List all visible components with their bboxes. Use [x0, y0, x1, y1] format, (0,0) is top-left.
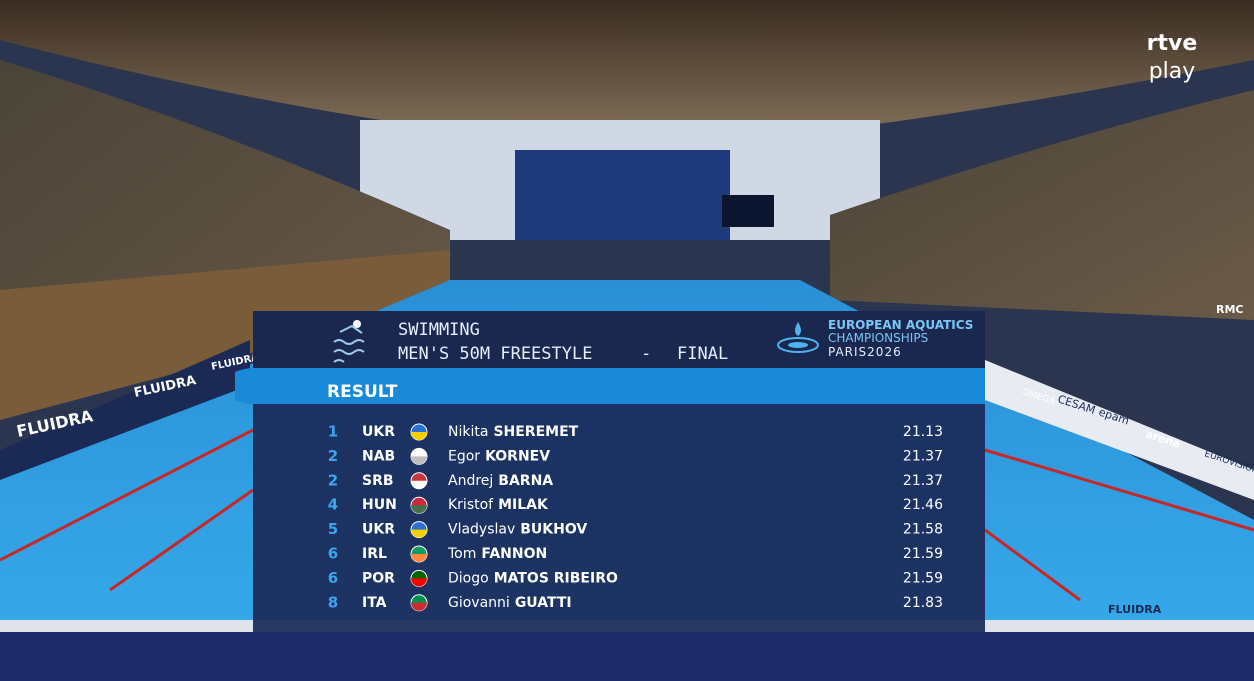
time: 21.46	[903, 497, 943, 513]
event: MEN'S 50M FREESTYLE	[398, 344, 592, 364]
rank: 5	[328, 520, 338, 538]
country-code: HUN	[362, 497, 397, 513]
flag-half	[411, 602, 427, 611]
country-code: POR	[362, 570, 395, 586]
sign: RMC	[1216, 303, 1244, 316]
last-name: GUATTI	[515, 595, 572, 611]
country-code: ITA	[362, 595, 387, 611]
rank: 8	[328, 593, 338, 611]
rank: 4	[328, 496, 338, 514]
result-row: 2 NAB Egor KORNEV 21.37	[328, 447, 943, 465]
sport: SWIMMING	[398, 320, 480, 340]
time: 21.37	[903, 473, 943, 489]
athlete-name: Diogo MATOS RIBEIRO	[448, 570, 618, 586]
time: 21.37	[903, 448, 943, 464]
last-name: BARNA	[498, 473, 553, 489]
athlete-name: Vladyslav BUKHOV	[448, 522, 587, 538]
flag-half	[411, 554, 427, 562]
last-name: MATOS RIBEIRO	[494, 570, 618, 586]
athlete-name: Kristof MILAK	[448, 497, 549, 513]
championship-logo-mark	[777, 322, 819, 353]
crowd-right	[830, 90, 1254, 320]
result-bar	[235, 368, 985, 404]
rank: 1	[328, 423, 338, 441]
result-row: 6 POR Diogo MATOS RIBEIRO 21.59	[328, 569, 943, 587]
logo-line: PARIS2026	[828, 345, 902, 359]
rank: 6	[328, 545, 338, 563]
section-title: RESULT	[327, 382, 398, 402]
athlete-name: Andrej BARNA	[448, 473, 553, 489]
athlete-name: Nikita SHEREMET	[448, 424, 579, 440]
first-name: Nikita	[448, 424, 488, 440]
flag-half	[411, 505, 427, 514]
result-row: 8 ITA Giovanni GUATTI 21.83	[328, 593, 943, 612]
time: 21.59	[903, 546, 943, 562]
stage: FINAL	[677, 344, 728, 364]
country-code: UKR	[362, 522, 395, 538]
result-row: 5 UKR Vladyslav BUKHOV 21.58	[328, 520, 943, 539]
first-name: Tom	[447, 546, 476, 562]
logo-line: CHAMPIONSHIPS	[828, 331, 928, 345]
time: 21.58	[903, 522, 943, 538]
time: 21.13	[903, 424, 943, 440]
country-code: SRB	[362, 473, 394, 489]
flag-half	[411, 578, 427, 587]
country-code: UKR	[362, 424, 395, 440]
flag-half	[411, 480, 427, 489]
result-row: 4 HUN Kristof MILAK 21.46	[328, 496, 943, 514]
panel-header	[253, 311, 985, 368]
flag-half	[411, 456, 427, 465]
separator: -	[641, 344, 651, 364]
swim-icon	[333, 320, 365, 363]
country-code: NAB	[362, 448, 395, 464]
first-name: Diogo	[448, 570, 489, 586]
result-row: 2 SRB Andrej BARNA 21.37	[328, 471, 943, 490]
result-row: 6 IRL Tom FANNON 21.59	[328, 545, 943, 563]
end-wall	[515, 150, 730, 240]
last-name: BUKHOV	[520, 522, 587, 538]
watermark: rtve	[1147, 31, 1198, 56]
athlete-name: Tom FANNON	[447, 546, 547, 562]
rank: 2	[328, 447, 338, 465]
country-code: IRL	[362, 546, 387, 562]
athlete-name: Egor KORNEV	[448, 448, 550, 464]
last-name: MILAK	[498, 497, 549, 513]
first-name: Vladyslav	[448, 522, 515, 538]
sign: FLUIDRA	[1108, 603, 1162, 616]
flag-half	[411, 432, 427, 440]
rank: 2	[328, 471, 338, 489]
result-row: 1 UKR Nikita SHEREMET 21.13	[328, 423, 943, 441]
last-name: FANNON	[481, 546, 547, 562]
rank: 6	[328, 569, 338, 587]
last-name: SHEREMET	[493, 424, 578, 440]
logo-line: EUROPEAN AQUATICS	[828, 318, 973, 332]
bottom-band	[0, 632, 1254, 681]
ceiling	[0, 0, 1254, 150]
time: 21.83	[903, 595, 943, 611]
first-name: Andrej	[448, 473, 493, 489]
flag-half	[411, 529, 427, 538]
time: 21.59	[903, 570, 943, 586]
first-name: Kristof	[448, 497, 494, 513]
athlete-name: Giovanni GUATTI	[448, 595, 572, 611]
last-name: KORNEV	[485, 448, 550, 464]
first-name: Giovanni	[448, 595, 510, 611]
first-name: Egor	[448, 448, 480, 464]
watermark: play	[1149, 59, 1196, 84]
